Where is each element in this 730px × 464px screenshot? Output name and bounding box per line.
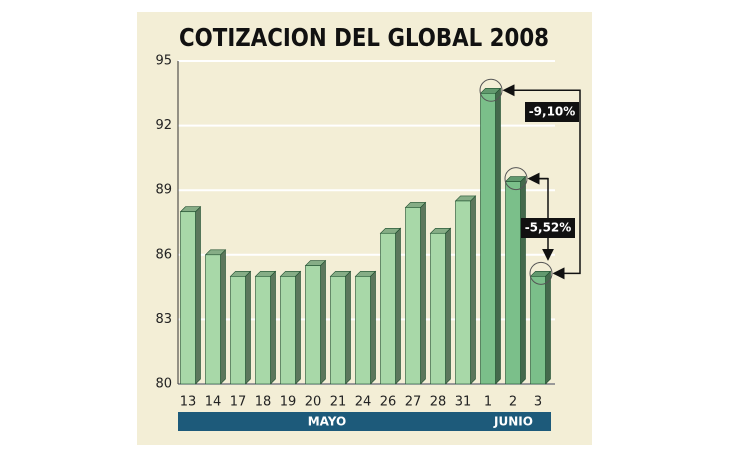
bar-face (405, 207, 421, 385)
bar-face (480, 93, 496, 385)
annotation-box (521, 218, 575, 238)
x-tick-label: 26 (380, 395, 397, 410)
bar-face (470, 195, 476, 385)
x-tick-label: 21 (330, 395, 347, 410)
group-band (178, 412, 476, 431)
x-tick-label: 20 (305, 395, 322, 410)
highlight-circle (504, 167, 528, 191)
bar-face (330, 276, 346, 385)
bar (179, 206, 202, 385)
y-tick-label: 80 (155, 377, 172, 392)
bar-face (205, 254, 221, 385)
bar-face (355, 276, 371, 385)
bar-face (295, 270, 301, 385)
x-tick-label: 28 (430, 395, 447, 410)
x-tick-label: 13 (180, 395, 197, 410)
bar (229, 270, 252, 385)
x-tick-label: 19 (280, 395, 297, 410)
bar (504, 175, 527, 385)
bar (379, 227, 402, 385)
bar-face (245, 270, 251, 385)
highlight-circle (529, 261, 553, 285)
x-tick-label: 27 (405, 395, 422, 410)
bar (529, 270, 552, 385)
x-tick-label: 31 (455, 395, 472, 410)
bar-face (545, 270, 551, 385)
group-label: MAYO (308, 415, 347, 429)
bar (254, 270, 277, 385)
bar-face (320, 259, 326, 385)
bar (304, 259, 327, 385)
x-tick-label: 24 (355, 395, 372, 410)
highlight-circle (479, 78, 503, 102)
bar (454, 195, 477, 385)
annotation-text: -5,52% (525, 221, 572, 235)
bar-face (505, 181, 521, 385)
bar-face (395, 227, 401, 385)
bar (279, 270, 302, 385)
x-tick-label: 3 (534, 395, 542, 410)
bar-face (255, 276, 271, 385)
bar (204, 249, 227, 385)
bar-face (445, 227, 451, 385)
y-tick-label: 83 (155, 312, 172, 327)
bar-face (305, 265, 321, 385)
bar (354, 270, 377, 385)
y-tick-label: 89 (155, 183, 172, 198)
bar-face (345, 270, 351, 385)
y-tick-label: 95 (155, 54, 172, 69)
x-tick-label: 2 (509, 395, 517, 410)
bar-face (180, 211, 196, 385)
group-label: JUNIO (493, 415, 533, 429)
x-tick-label: 14 (205, 395, 222, 410)
bar-face (280, 276, 296, 385)
bar-face (455, 200, 471, 385)
bar-face (270, 270, 276, 385)
y-tick-label: 86 (155, 247, 172, 262)
group-band (476, 412, 551, 431)
x-tick-label: 17 (230, 395, 247, 410)
bar-face (195, 206, 201, 385)
bar (429, 227, 452, 385)
bar-face (430, 232, 446, 385)
annotation-text: -9,10% (529, 105, 576, 119)
x-tick-label: 1 (484, 395, 492, 410)
y-tick-label: 92 (155, 118, 172, 133)
bar-face (380, 232, 396, 385)
bar-face (420, 201, 426, 385)
bar (404, 201, 427, 385)
bar (329, 270, 352, 385)
bar-face (230, 276, 246, 385)
bar-face (370, 270, 376, 385)
chart-title: COTIZACION DEL GLOBAL 2008 (179, 23, 549, 52)
annotation-box (525, 102, 579, 122)
bar-face (495, 87, 501, 385)
bar (479, 87, 502, 385)
bar-face (220, 249, 226, 385)
bar-face (520, 175, 526, 385)
x-tick-label: 18 (255, 395, 272, 410)
bar-face (530, 276, 546, 385)
